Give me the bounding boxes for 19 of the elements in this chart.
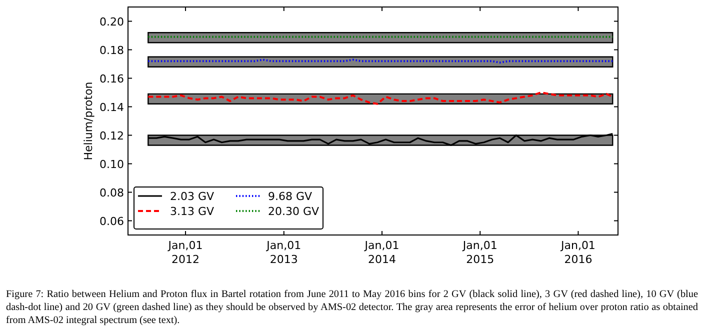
caption: Figure 7: Ratio between Helium and Proton flux in Bartel rotation from June 2011 to May 2016 bins for 2 GV (black solid line), 3 GV (red dashed line), 10 GV (blue dash-dot line) and 20 GV (green dashed line) as they should be observed by AMS-02 detector. The gray area represents the error of helium over proton ratio as obtained from AMS-02 integral spectrum (see text). [5, 288, 699, 327]
x-tick-label: Jan,01 2015 [462, 239, 498, 266]
x-tick-label: Jan,01 2016 [560, 239, 596, 266]
legend-label: 20.30 GV [268, 205, 320, 218]
y-tick-label: 0.16 [100, 72, 124, 86]
x-tick-label: Jan,01 2014 [364, 239, 400, 266]
y-tick-label: 0.14 [100, 100, 124, 114]
x-tick-label: Jan,01 2012 [167, 239, 203, 266]
legend-label: 2.03 GV [170, 190, 215, 203]
x-tick-label: Jan,01 2013 [266, 239, 302, 266]
y-tick-label: 0.10 [100, 158, 124, 171]
y-tick-label: 0.18 [100, 44, 124, 57]
legend-label: 3.13 GV [170, 205, 215, 218]
y-tick-label: 0.12 [100, 129, 124, 142]
y-tick-label: 0.20 [100, 15, 124, 28]
y-axis-title: Helium/proton [82, 82, 95, 160]
y-tick-label: 0.08 [100, 186, 124, 200]
legend-label: 9.68 GV [268, 190, 313, 203]
y-tick-label: 0.06 [100, 214, 124, 228]
